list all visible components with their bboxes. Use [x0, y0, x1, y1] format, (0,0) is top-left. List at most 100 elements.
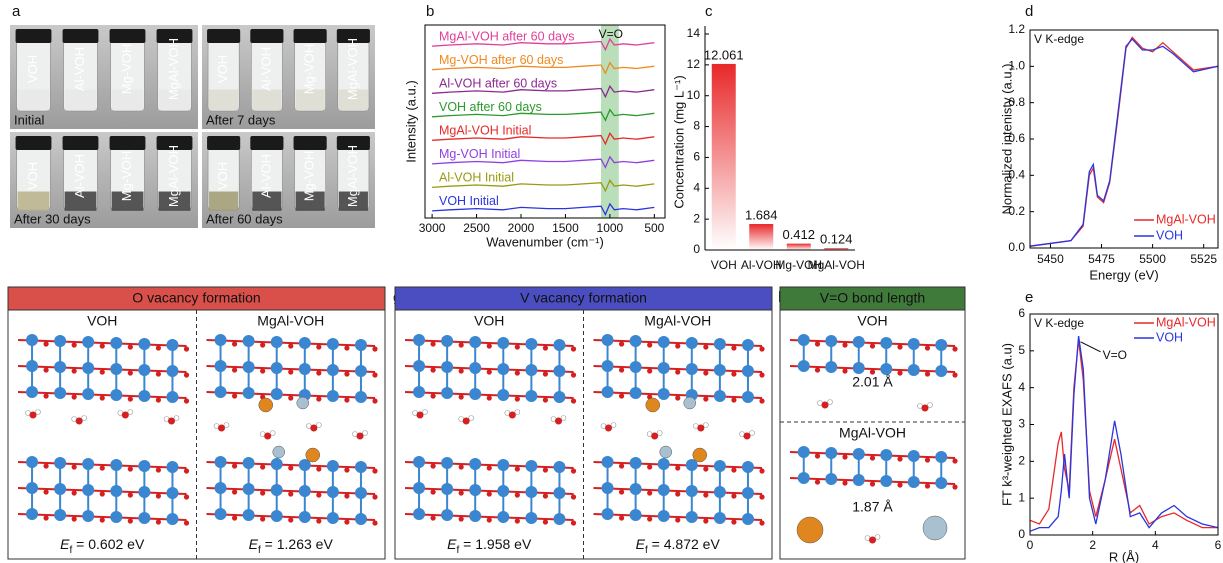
vial-liquid — [338, 191, 368, 211]
x-axis-label: Wavenumber (cm⁻¹) — [486, 234, 604, 249]
panel-title: O vacancy formation — [132, 290, 260, 306]
v-atom — [166, 391, 179, 403]
photo-stage-label: Initial — [14, 112, 44, 127]
x-tick-label: 5525 — [1190, 252, 1217, 266]
series-label: Al-VOH after 60 days — [439, 77, 557, 91]
v-atom — [907, 476, 920, 488]
v-atom — [82, 458, 95, 470]
bar — [824, 248, 849, 250]
v-atom — [741, 365, 754, 377]
panel-letter: c — [705, 3, 713, 20]
vial-label: MgAl-VOH — [166, 38, 181, 100]
o-atom — [71, 368, 77, 374]
x-tick-label: Mg-VOH — [775, 258, 822, 272]
water-oxygen — [508, 411, 516, 419]
o-atom — [127, 396, 133, 402]
o-atom — [316, 518, 322, 524]
y-tick-label: 5 — [1018, 343, 1025, 357]
vial-label: Al-VOH — [72, 47, 87, 91]
o-atom — [514, 492, 520, 498]
plot-frame — [424, 24, 666, 219]
y-tick-label: 4 — [693, 180, 700, 194]
structure-label: MgAl-VOH — [257, 313, 324, 329]
y-tick-label: 4 — [1018, 380, 1025, 394]
v-atom — [713, 460, 726, 472]
o-atom — [127, 518, 133, 524]
formation-energy: Ef = 1.958 eV — [447, 536, 532, 556]
o-atom — [542, 345, 549, 351]
x-tick-label: 5500 — [1139, 252, 1166, 266]
o-atom — [344, 371, 350, 377]
o-atom — [231, 489, 238, 495]
x-tick-label: 2 — [1089, 538, 1096, 552]
v-atom — [298, 511, 311, 523]
o-atom — [759, 346, 765, 352]
v-atom — [298, 363, 311, 375]
ion — [645, 397, 660, 413]
o-atom — [814, 341, 821, 347]
o-atom — [155, 371, 162, 377]
ion — [272, 445, 285, 459]
v-atom — [270, 484, 283, 496]
o-atom — [924, 371, 931, 377]
bond — [404, 487, 574, 495]
y-tick-label: 6 — [693, 150, 700, 164]
o-atom — [514, 344, 520, 350]
v-atom — [82, 362, 95, 374]
water-oxygen — [356, 432, 364, 440]
v-atom — [298, 459, 311, 471]
o-atom — [570, 398, 577, 404]
o-atom — [183, 398, 190, 404]
bond-length: 2.01 Å — [852, 374, 893, 390]
o-atom — [647, 464, 653, 470]
panel-letter: e — [1025, 289, 1033, 306]
o-atom — [570, 520, 577, 526]
v-atom — [138, 512, 151, 524]
v-atom — [553, 339, 566, 351]
v-atom — [497, 389, 510, 401]
v-atom — [214, 456, 227, 468]
energy-symbol: E — [249, 536, 259, 552]
o-atom — [430, 367, 436, 373]
v-atom — [270, 458, 283, 470]
bar-value-label: 0.412 — [782, 227, 815, 242]
y-tick-label: 0.2 — [1008, 204, 1025, 218]
structure-label: VOH — [857, 313, 887, 329]
ion — [692, 447, 707, 463]
v-atom — [525, 390, 538, 402]
v-atom — [525, 460, 538, 472]
o-atom — [542, 493, 549, 499]
h-atom — [703, 422, 709, 428]
x-tick-label: 0 — [1027, 538, 1034, 552]
o-atom — [316, 396, 322, 402]
v-atom — [797, 334, 810, 346]
v-atom — [497, 459, 510, 471]
vial-label: Mg-VOH — [119, 44, 134, 95]
o-atom — [231, 341, 238, 347]
vial-label: VOH — [215, 55, 230, 83]
bond — [17, 365, 187, 373]
v-atom — [138, 338, 151, 350]
v-atom — [601, 386, 614, 398]
structure-label: VOH — [474, 313, 504, 329]
v-atom — [657, 336, 670, 348]
x-tick-label: 5450 — [1037, 252, 1064, 266]
o-atom — [344, 493, 350, 499]
v-atom — [242, 361, 255, 373]
v-atom — [242, 335, 255, 347]
water-oxygen — [821, 401, 829, 409]
bond — [404, 365, 574, 373]
v-atom — [413, 482, 426, 494]
o-atom — [260, 516, 266, 522]
v-atom — [166, 461, 179, 473]
series-line — [432, 132, 655, 146]
v-atom — [469, 362, 482, 374]
o-atom — [372, 494, 378, 500]
v-atom — [880, 449, 893, 461]
o-atom — [372, 346, 378, 352]
h-atom — [35, 409, 41, 415]
v-atom — [601, 456, 614, 468]
o-atom — [570, 468, 577, 474]
o-atom — [897, 344, 903, 350]
v-atom — [629, 457, 642, 469]
